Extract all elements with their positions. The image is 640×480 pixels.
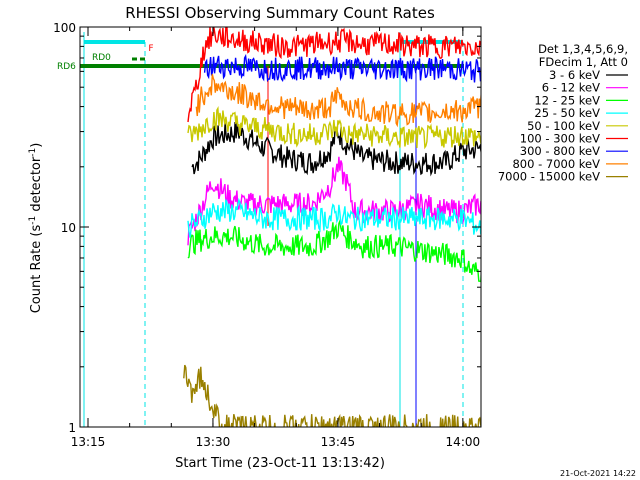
y-axis-label-main: Count Rate (s xyxy=(29,225,44,314)
rd6-label: RD6 xyxy=(57,62,76,72)
legend: Det 1,3,4,5,6,9, FDecim 1, Att 0 3 - 6 k… xyxy=(498,42,628,184)
series-line-4 xyxy=(187,106,481,150)
legend-label: 3 - 6 keV xyxy=(549,68,600,82)
legend-label: 12 - 25 keV xyxy=(534,93,600,107)
plot-frame xyxy=(79,26,482,428)
rd0-label: RD0 xyxy=(92,53,111,63)
chart-title: RHESSI Observing Summary Count Rates xyxy=(125,4,435,22)
series-line-6 xyxy=(203,53,481,83)
markers-layer xyxy=(80,32,464,427)
x-tick-label: 14:00 xyxy=(446,435,481,449)
y-axis-label-end: ) xyxy=(29,143,44,148)
flare-flag-label: F xyxy=(148,44,153,54)
y-tick-label: 1 xyxy=(68,421,76,435)
y-axis-label-mid: detector xyxy=(29,156,44,216)
y-tick-label: 10 xyxy=(61,221,76,235)
legend-header-line-2: FDecim 1, Att 0 xyxy=(539,55,628,69)
x-tick-label: 13:30 xyxy=(196,435,231,449)
y-tick-label: 100 xyxy=(53,21,76,35)
x-axis-label: Start Time (23-Oct-11 13:13:42) xyxy=(175,456,385,471)
series-line-5 xyxy=(187,27,481,123)
legend-label: 800 - 7000 keV xyxy=(512,157,600,171)
series-layer xyxy=(183,27,481,427)
series-line-7 xyxy=(195,74,481,128)
legend-label: 50 - 100 keV xyxy=(527,119,600,133)
x-axis: 13:15 13:30 13:45 14:00 xyxy=(71,27,480,449)
x-tick-label: 13:15 xyxy=(71,435,106,449)
series-line-0 xyxy=(191,121,481,177)
generation-timestamp: 21-Oct-2021 14:22 xyxy=(560,469,636,478)
x-tick-label: 13:45 xyxy=(321,435,356,449)
legend-label: 6 - 12 keV xyxy=(542,81,600,95)
y-axis-label-exp2: -1 xyxy=(28,148,38,157)
legend-label: 100 - 300 keV xyxy=(520,132,600,146)
y-axis-label: Count Rate (s-1 detector-1) xyxy=(28,143,44,314)
plot-area xyxy=(80,27,481,427)
series-line-2 xyxy=(187,218,481,283)
y-axis: 1 10 100 xyxy=(53,21,481,435)
y-axis-label-exp1: -1 xyxy=(28,216,38,225)
legend-label: 25 - 50 keV xyxy=(534,106,600,120)
legend-label: 300 - 800 keV xyxy=(520,144,600,158)
legend-label: 7000 - 15000 keV xyxy=(498,170,600,184)
series-line-3 xyxy=(187,197,481,238)
series-line-1 xyxy=(187,156,481,246)
legend-header-line-1: Det 1,3,4,5,6,9, xyxy=(538,42,628,56)
